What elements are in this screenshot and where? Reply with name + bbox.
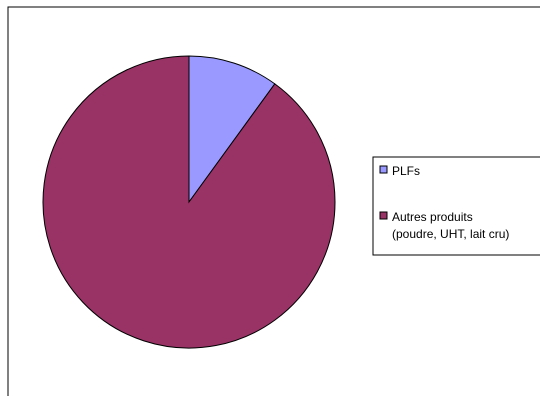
pie-slice-plfs bbox=[188, 55, 276, 204]
legend-label-plfs: PLFs bbox=[392, 164, 420, 178]
chart-border bbox=[7, 6, 540, 396]
legend-label-autres-produits-line2: (poudre, UHT, lait cru) bbox=[392, 227, 509, 241]
legend-swatch-autres-produits bbox=[379, 211, 388, 220]
pie-chart bbox=[42, 55, 336, 349]
pie-slice-autres-produits bbox=[42, 55, 336, 349]
legend-label-autres-produits-line1: Autres produits bbox=[392, 210, 473, 224]
legend: PLFs Autres produits (poudre, UHT, lait … bbox=[372, 156, 540, 256]
legend-swatch-plfs bbox=[379, 165, 388, 174]
legend-box bbox=[372, 156, 540, 256]
